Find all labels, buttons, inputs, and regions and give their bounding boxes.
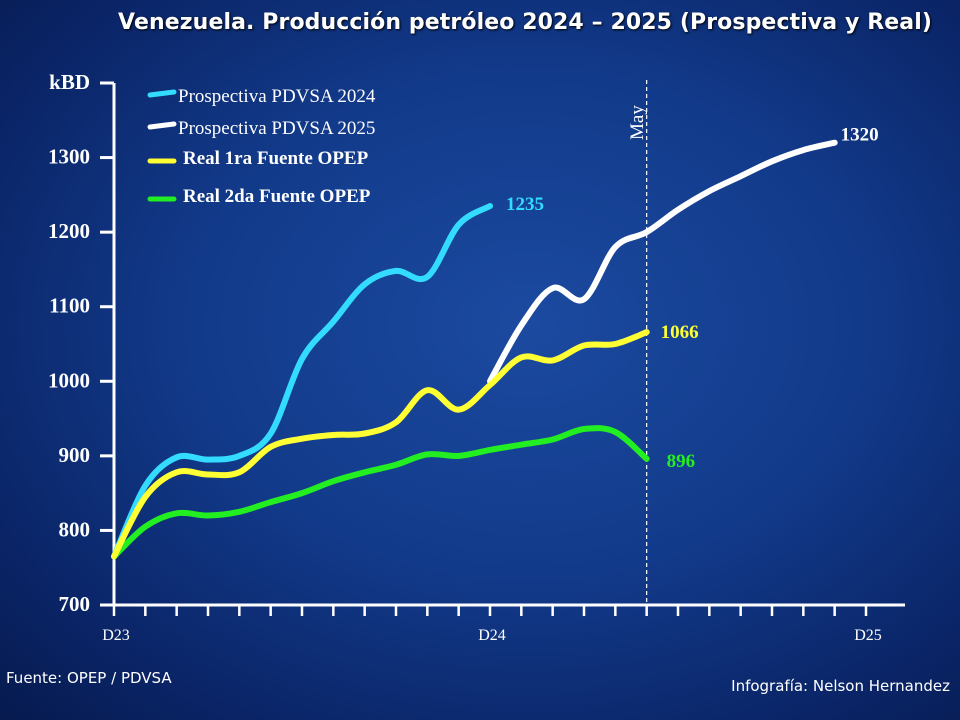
series-end-label: 1235: [506, 194, 544, 215]
series-line: [111, 329, 650, 560]
x-tick-label: D23: [102, 627, 130, 644]
y-tick-label: 700: [59, 592, 91, 616]
chart-title: Venezuela. Producción petróleo 2024 – 20…: [118, 10, 932, 35]
may-marker-label: May: [627, 105, 648, 140]
series-line: [111, 203, 493, 560]
series-end-label: 896: [667, 451, 696, 472]
series-end-label: 1066: [661, 322, 699, 343]
x-tick-label: D25: [854, 627, 882, 644]
y-tick-label: 1000: [48, 368, 90, 392]
legend-swatch: [147, 89, 177, 98]
y-tick-label: 1200: [48, 219, 90, 243]
series-end-label: 1320: [841, 125, 879, 146]
legend-swatch: [147, 121, 177, 130]
y-tick-label: kBD: [49, 70, 90, 94]
y-tick-label: 900: [59, 443, 91, 467]
x-tick-label: D24: [478, 627, 506, 644]
legend-entry: Real 2da Fuente OPEP: [183, 186, 371, 207]
y-tick-label: 1300: [48, 145, 90, 169]
source-note: Fuente: OPEP / PDVSA: [6, 669, 172, 687]
y-tick-label: 1100: [49, 294, 90, 318]
legend-entry: Prospectiva PDVSA 2024: [178, 86, 376, 107]
series-line: [487, 139, 838, 385]
y-tick-label: 800: [59, 517, 91, 541]
credit-note: Infografía: Nelson Hernandez: [731, 677, 950, 695]
legend-entry: Prospectiva PDVSA 2025: [178, 118, 375, 139]
series-line: [111, 425, 650, 560]
legend-entry: Real 1ra Fuente OPEP: [183, 148, 369, 169]
